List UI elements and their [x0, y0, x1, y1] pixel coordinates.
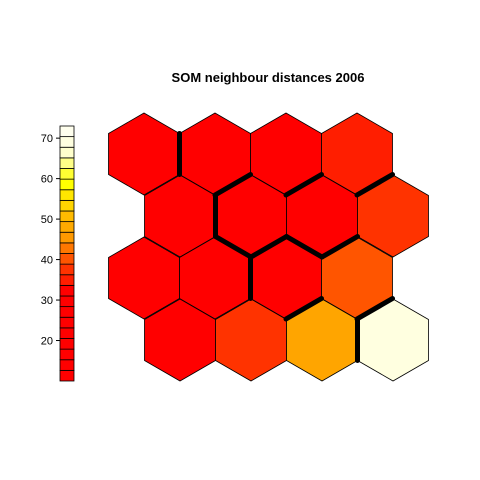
- colorbar-segment: [59, 178, 75, 191]
- boundary-line: [213, 234, 254, 260]
- colorbar-segment: [59, 125, 75, 138]
- cluster-boundaries: [177, 131, 395, 363]
- hex-grid: [108, 112, 429, 382]
- colorbar-segment: [59, 189, 75, 201]
- colorbar-segment: [59, 338, 75, 350]
- colorbar-segment: [59, 253, 75, 265]
- colorbar-segment: [59, 284, 75, 297]
- boundary-line: [283, 296, 324, 322]
- boundary-line: [319, 234, 360, 260]
- colorbar-segment: [59, 157, 75, 169]
- colorbar-ticks: 20 30 40 50 60 70: [41, 133, 60, 348]
- colorbar-segment: [59, 199, 75, 212]
- boundary-line: [354, 172, 395, 198]
- colorbar-segment: [59, 263, 75, 276]
- boundary-line: [212, 172, 253, 198]
- colorbar-segment: [59, 231, 75, 244]
- colorbar-tick-label: 50: [41, 214, 53, 226]
- chart-title: SOM neighbour distances 2006: [172, 70, 365, 85]
- colorbar-tick-label: 40: [41, 255, 53, 267]
- boundary-line: [284, 234, 325, 260]
- colorbar-tick-label: 20: [41, 336, 53, 348]
- colorbar-tick-label: 30: [41, 295, 53, 307]
- colorbar-segment: [59, 369, 75, 382]
- colorbar-segment: [59, 136, 75, 148]
- colorbar-segment: [59, 242, 75, 254]
- colorbar-segment: [59, 274, 75, 286]
- colorbar-segment: [59, 348, 75, 361]
- colorbar-tick-label: 70: [41, 133, 53, 145]
- boundary-line: [354, 296, 395, 322]
- colorbar-segment: [59, 359, 75, 371]
- colorbar-tick-label: 60: [41, 174, 53, 186]
- colorbar-segment: [59, 168, 75, 180]
- colorbar-segment: [59, 316, 75, 329]
- colorbar-segment: [59, 295, 75, 308]
- boundary-line: [283, 172, 324, 198]
- colorbar: [59, 125, 75, 382]
- colorbar-segment: [59, 146, 75, 159]
- boundary-line: [248, 234, 289, 260]
- colorbar-segment: [59, 306, 75, 318]
- colorbar-segment: [59, 210, 75, 223]
- colorbar-segment: [59, 327, 75, 339]
- colorbar-segment: [59, 221, 75, 233]
